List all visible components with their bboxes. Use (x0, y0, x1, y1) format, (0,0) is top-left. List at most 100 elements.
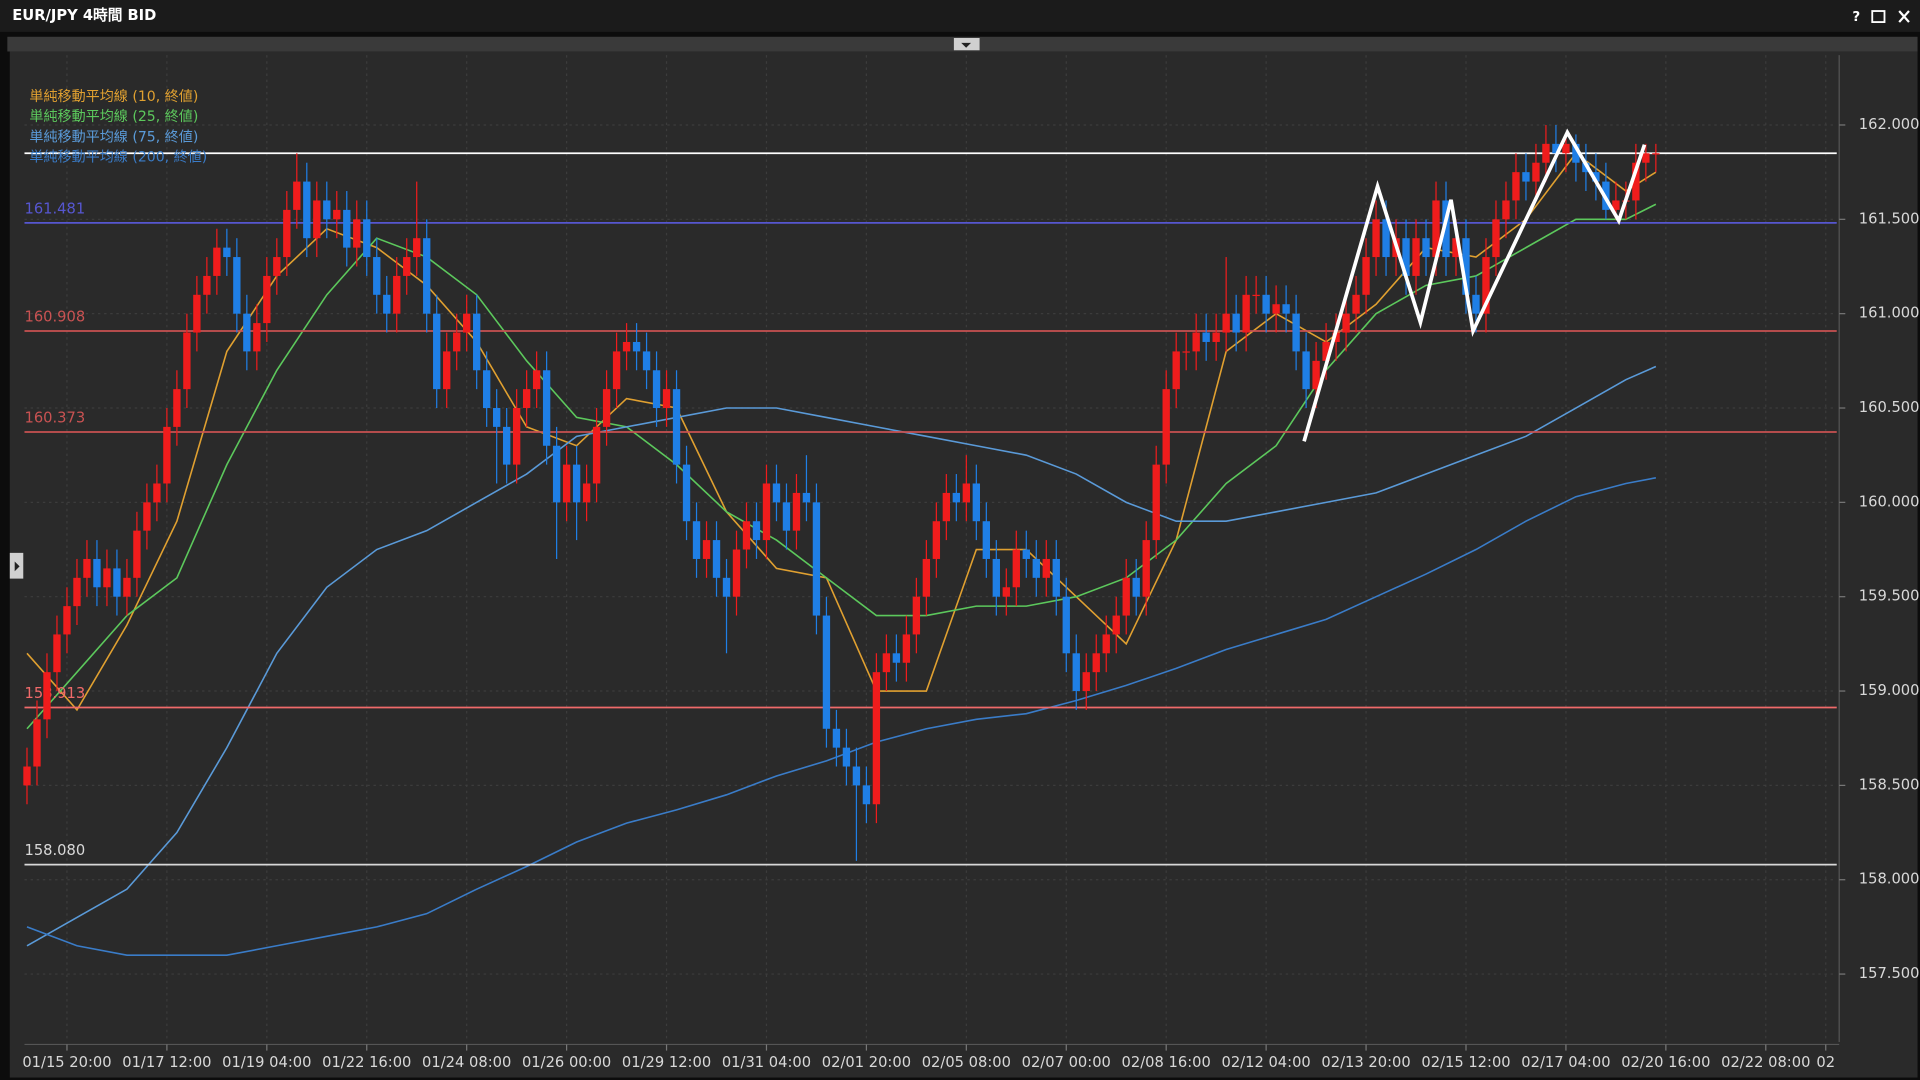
candle-body (582, 483, 591, 503)
candle-body (522, 389, 531, 409)
candle-body (1492, 219, 1500, 258)
y-tick-label: 161.000 (1859, 305, 1920, 322)
candle-body (1192, 332, 1200, 352)
candle-body (433, 313, 441, 390)
legend: 単純移動平均線 (10, 終値) 単純移動平均線 (25, 終値) 単純移動平均線 … (29, 89, 207, 166)
title-bar (0, 0, 1920, 32)
candle-body (1142, 540, 1150, 597)
close-button[interactable] (1898, 10, 1910, 23)
candle-body (1292, 313, 1300, 352)
candle-body (512, 408, 521, 465)
candle-body (1262, 294, 1270, 314)
y-tick-label: 160.000 (1859, 493, 1920, 510)
candle-body (1232, 313, 1240, 333)
candle-body (1632, 162, 1640, 201)
candle-body (473, 313, 481, 371)
candle-body (792, 492, 801, 531)
candle-body (762, 483, 771, 541)
candle-body (1562, 143, 1570, 154)
candle-body (782, 502, 791, 531)
x-tick-label: 02/12 04:00 (1221, 1054, 1310, 1071)
x-tick-label: 02/15 12:00 (1421, 1054, 1510, 1071)
candle-body (1502, 200, 1510, 220)
candle-body (572, 464, 581, 503)
candle-body (772, 483, 781, 503)
candle-body (592, 426, 601, 484)
candle-body (562, 464, 571, 503)
candle-body (1042, 558, 1050, 578)
candle-body (1062, 596, 1070, 654)
candle-body (243, 313, 251, 352)
candle-body (173, 389, 181, 427)
candle-body (1612, 200, 1620, 210)
candle-body (413, 238, 421, 258)
candle-body (612, 351, 621, 390)
candle-body (1322, 341, 1330, 361)
x-tick-label: 01/24 08:00 (422, 1054, 511, 1071)
candle-body (283, 209, 291, 258)
candle-body (123, 577, 131, 597)
candle-body (1462, 238, 1470, 295)
candle-body (1412, 238, 1420, 276)
candles (23, 124, 1660, 861)
candle-body (852, 766, 861, 786)
candle-body (1592, 172, 1600, 182)
candle-body (1252, 294, 1260, 297)
candle-body (233, 257, 241, 314)
candle-body (103, 568, 111, 588)
candle-body (722, 577, 731, 597)
candle-body (53, 634, 61, 673)
candle-body (1032, 558, 1040, 578)
candle-body (1312, 360, 1320, 390)
candle-body (952, 492, 961, 503)
help-button[interactable]: ? (1852, 9, 1860, 25)
candle-body (253, 323, 261, 352)
candle-body (652, 370, 661, 409)
candle-body (1332, 332, 1340, 342)
candle-body (1452, 238, 1460, 258)
x-tick-label: 01/29 12:00 (622, 1054, 711, 1071)
candle-body (293, 181, 301, 210)
candle-body (1572, 143, 1580, 163)
maximize-button[interactable] (1871, 10, 1886, 23)
ma-line (26, 203, 1657, 730)
candle-body (892, 653, 901, 663)
y-tick-label: 158.500 (1859, 776, 1920, 793)
x-tick-label: 02/17 04:00 (1521, 1054, 1610, 1071)
candle-body (1222, 313, 1230, 333)
candle-body (1542, 143, 1550, 163)
candle-body (492, 408, 501, 427)
x-tick-label: 02/01 20:00 (822, 1054, 911, 1071)
candle-body (1282, 304, 1290, 314)
axis-labels: 157.500 158.000 158.500 159.000 159.500 160.0… (22, 116, 1919, 1071)
candle-body (93, 558, 101, 588)
candle-body (43, 672, 51, 720)
candle-body (153, 483, 161, 503)
candle-body (1272, 304, 1280, 314)
candle-body (502, 426, 511, 465)
candle-body (353, 219, 361, 248)
y-tick-label: 161.500 (1859, 210, 1920, 227)
candle-body (23, 766, 31, 786)
candle-body (1012, 549, 1020, 588)
candle-body (882, 653, 891, 673)
candle-body (1092, 653, 1100, 673)
candle-body (1082, 672, 1090, 692)
candle-body (73, 577, 81, 607)
level-label: 161.481 (24, 200, 85, 217)
candle-body (982, 521, 990, 559)
candle-body (1002, 587, 1010, 597)
candle-body (1652, 153, 1660, 155)
candle-body (1402, 238, 1410, 276)
candle-body (1352, 294, 1360, 314)
x-tick-label: 02/07 00:00 (1022, 1054, 1111, 1071)
x-tick-label: 01/19 04:00 (222, 1054, 311, 1071)
candle-body (532, 370, 541, 390)
candle-body (463, 313, 471, 333)
candle-body (902, 634, 911, 663)
level-label: 160.908 (24, 309, 85, 326)
candle-body (1022, 549, 1030, 559)
candle-body (213, 247, 221, 276)
candle-body (1202, 332, 1210, 342)
